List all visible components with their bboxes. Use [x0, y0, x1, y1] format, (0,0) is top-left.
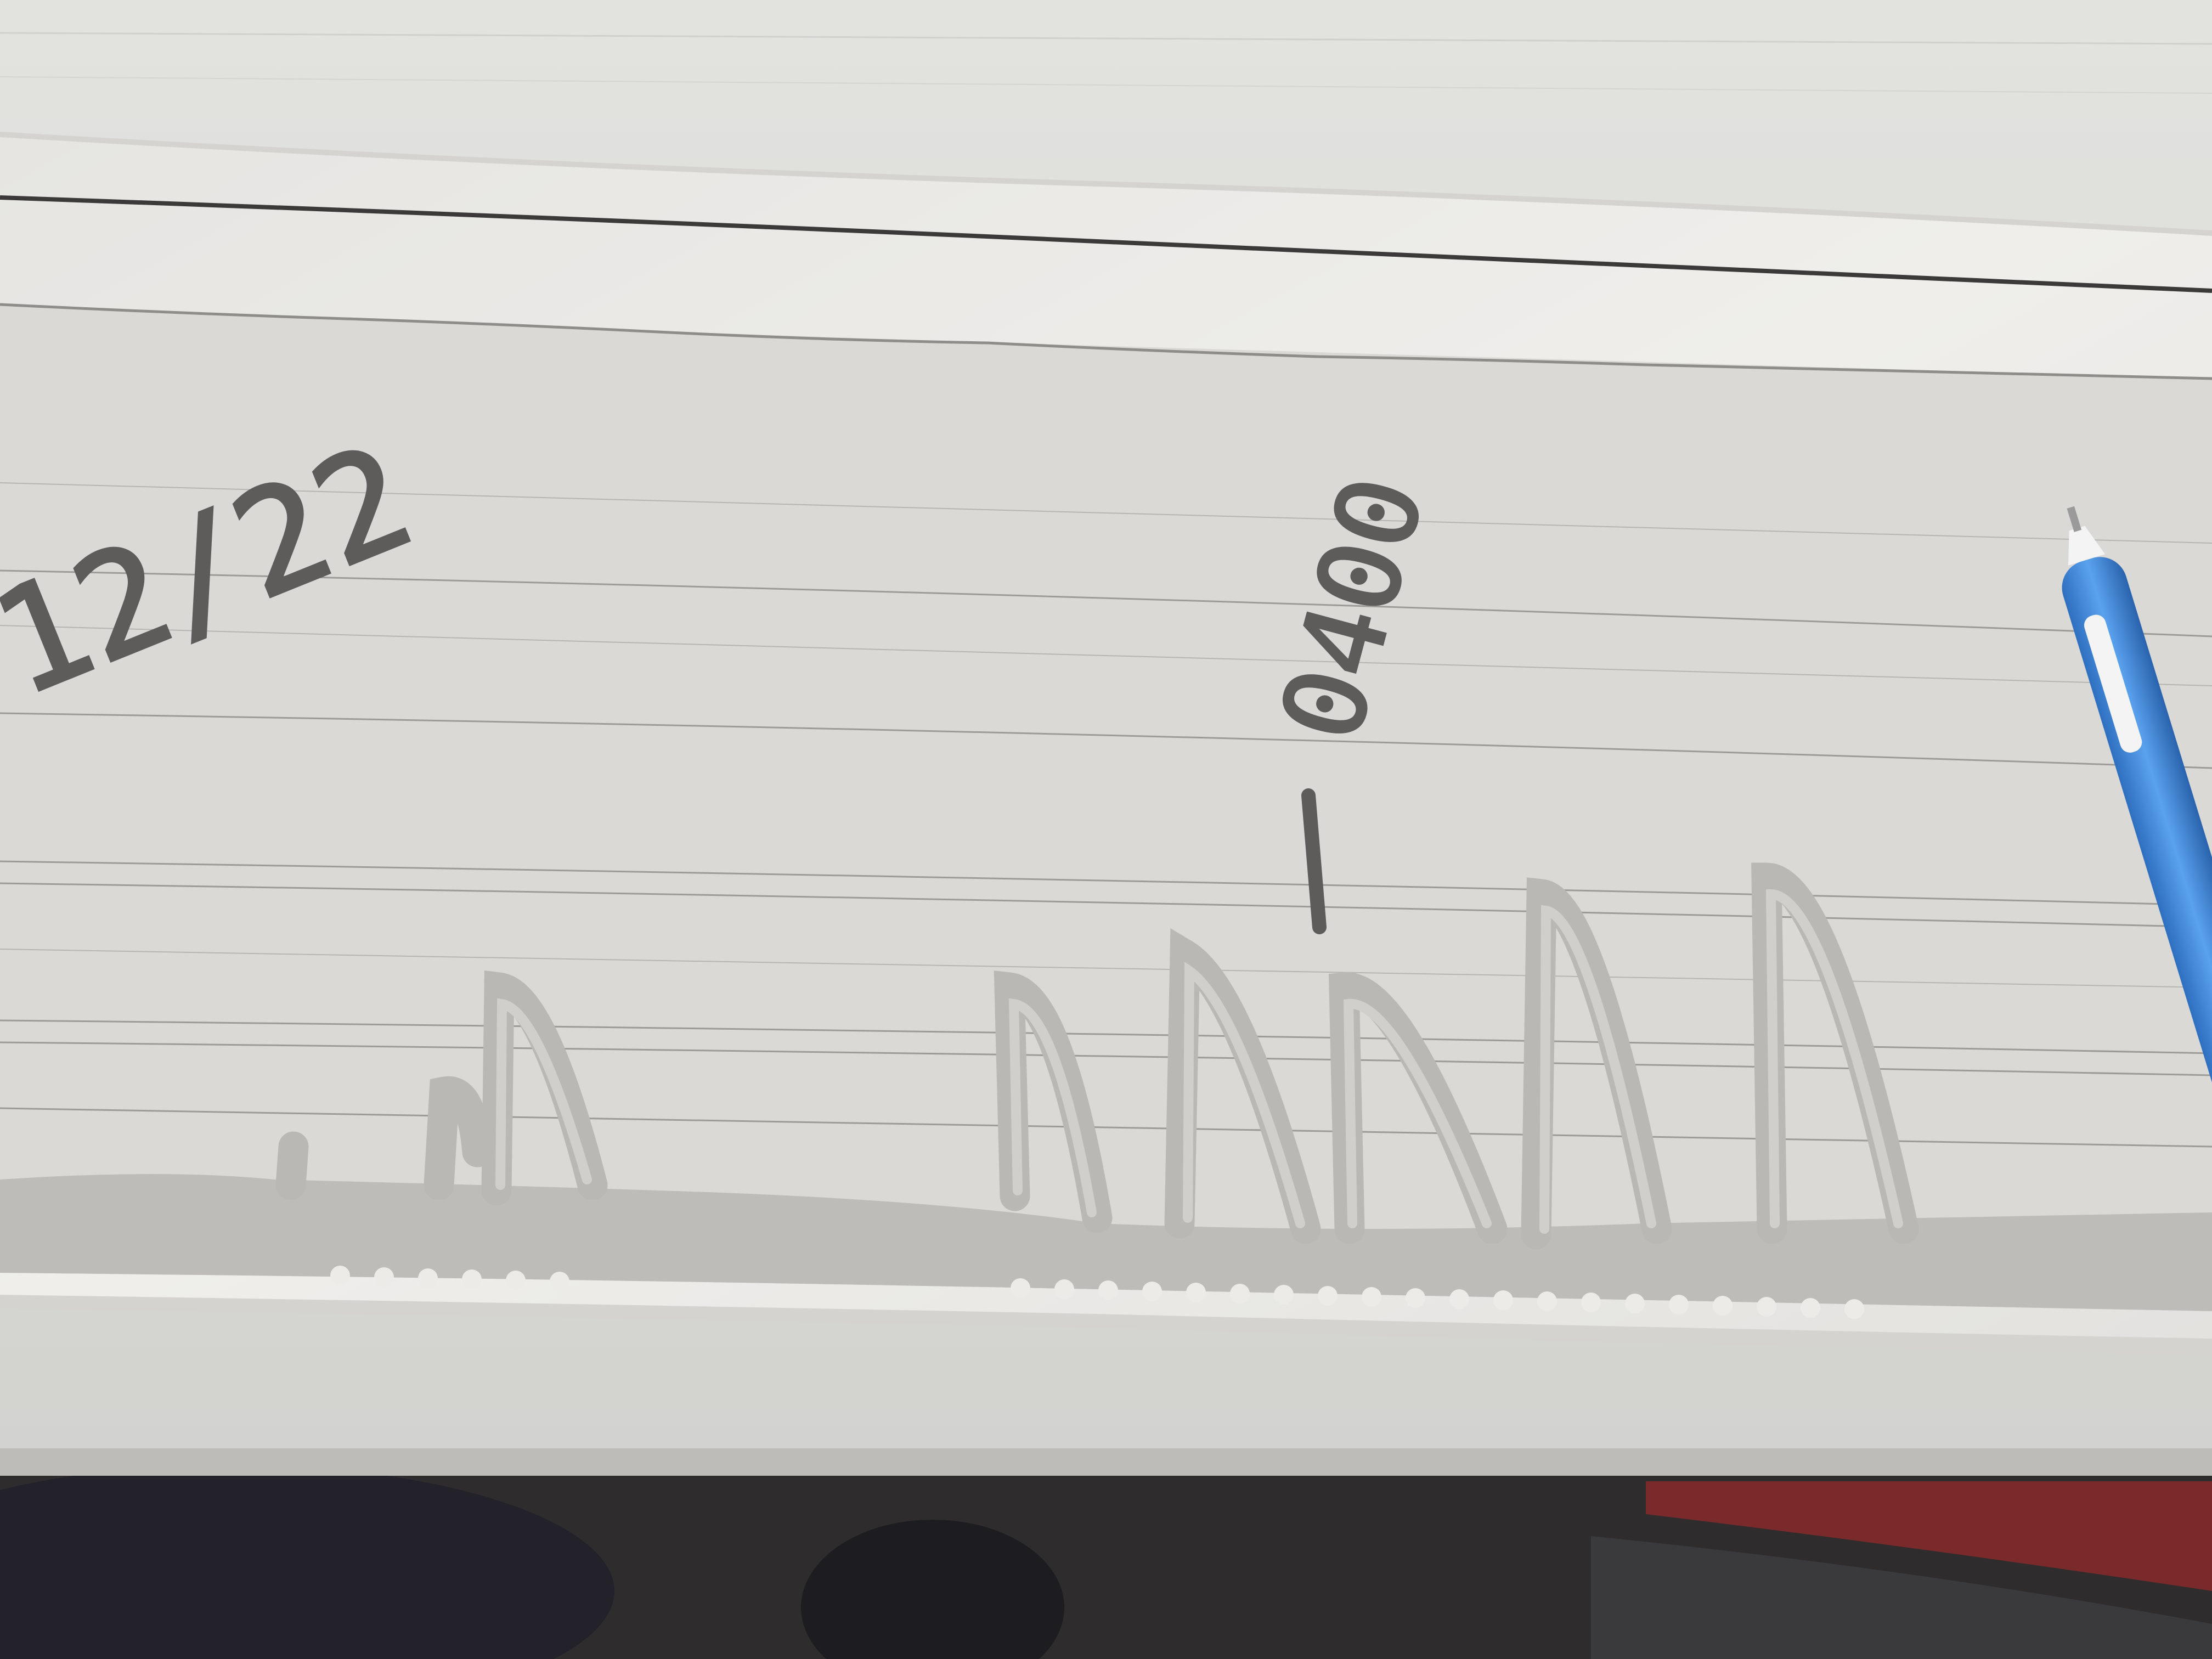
paper-strip: 12/22 0400	[0, 132, 2212, 1355]
floor	[0, 1465, 2212, 1659]
time-marker-line	[1301, 788, 1327, 934]
sprocket-holes	[330, 1266, 1864, 1319]
pen	[2062, 506, 2212, 1271]
